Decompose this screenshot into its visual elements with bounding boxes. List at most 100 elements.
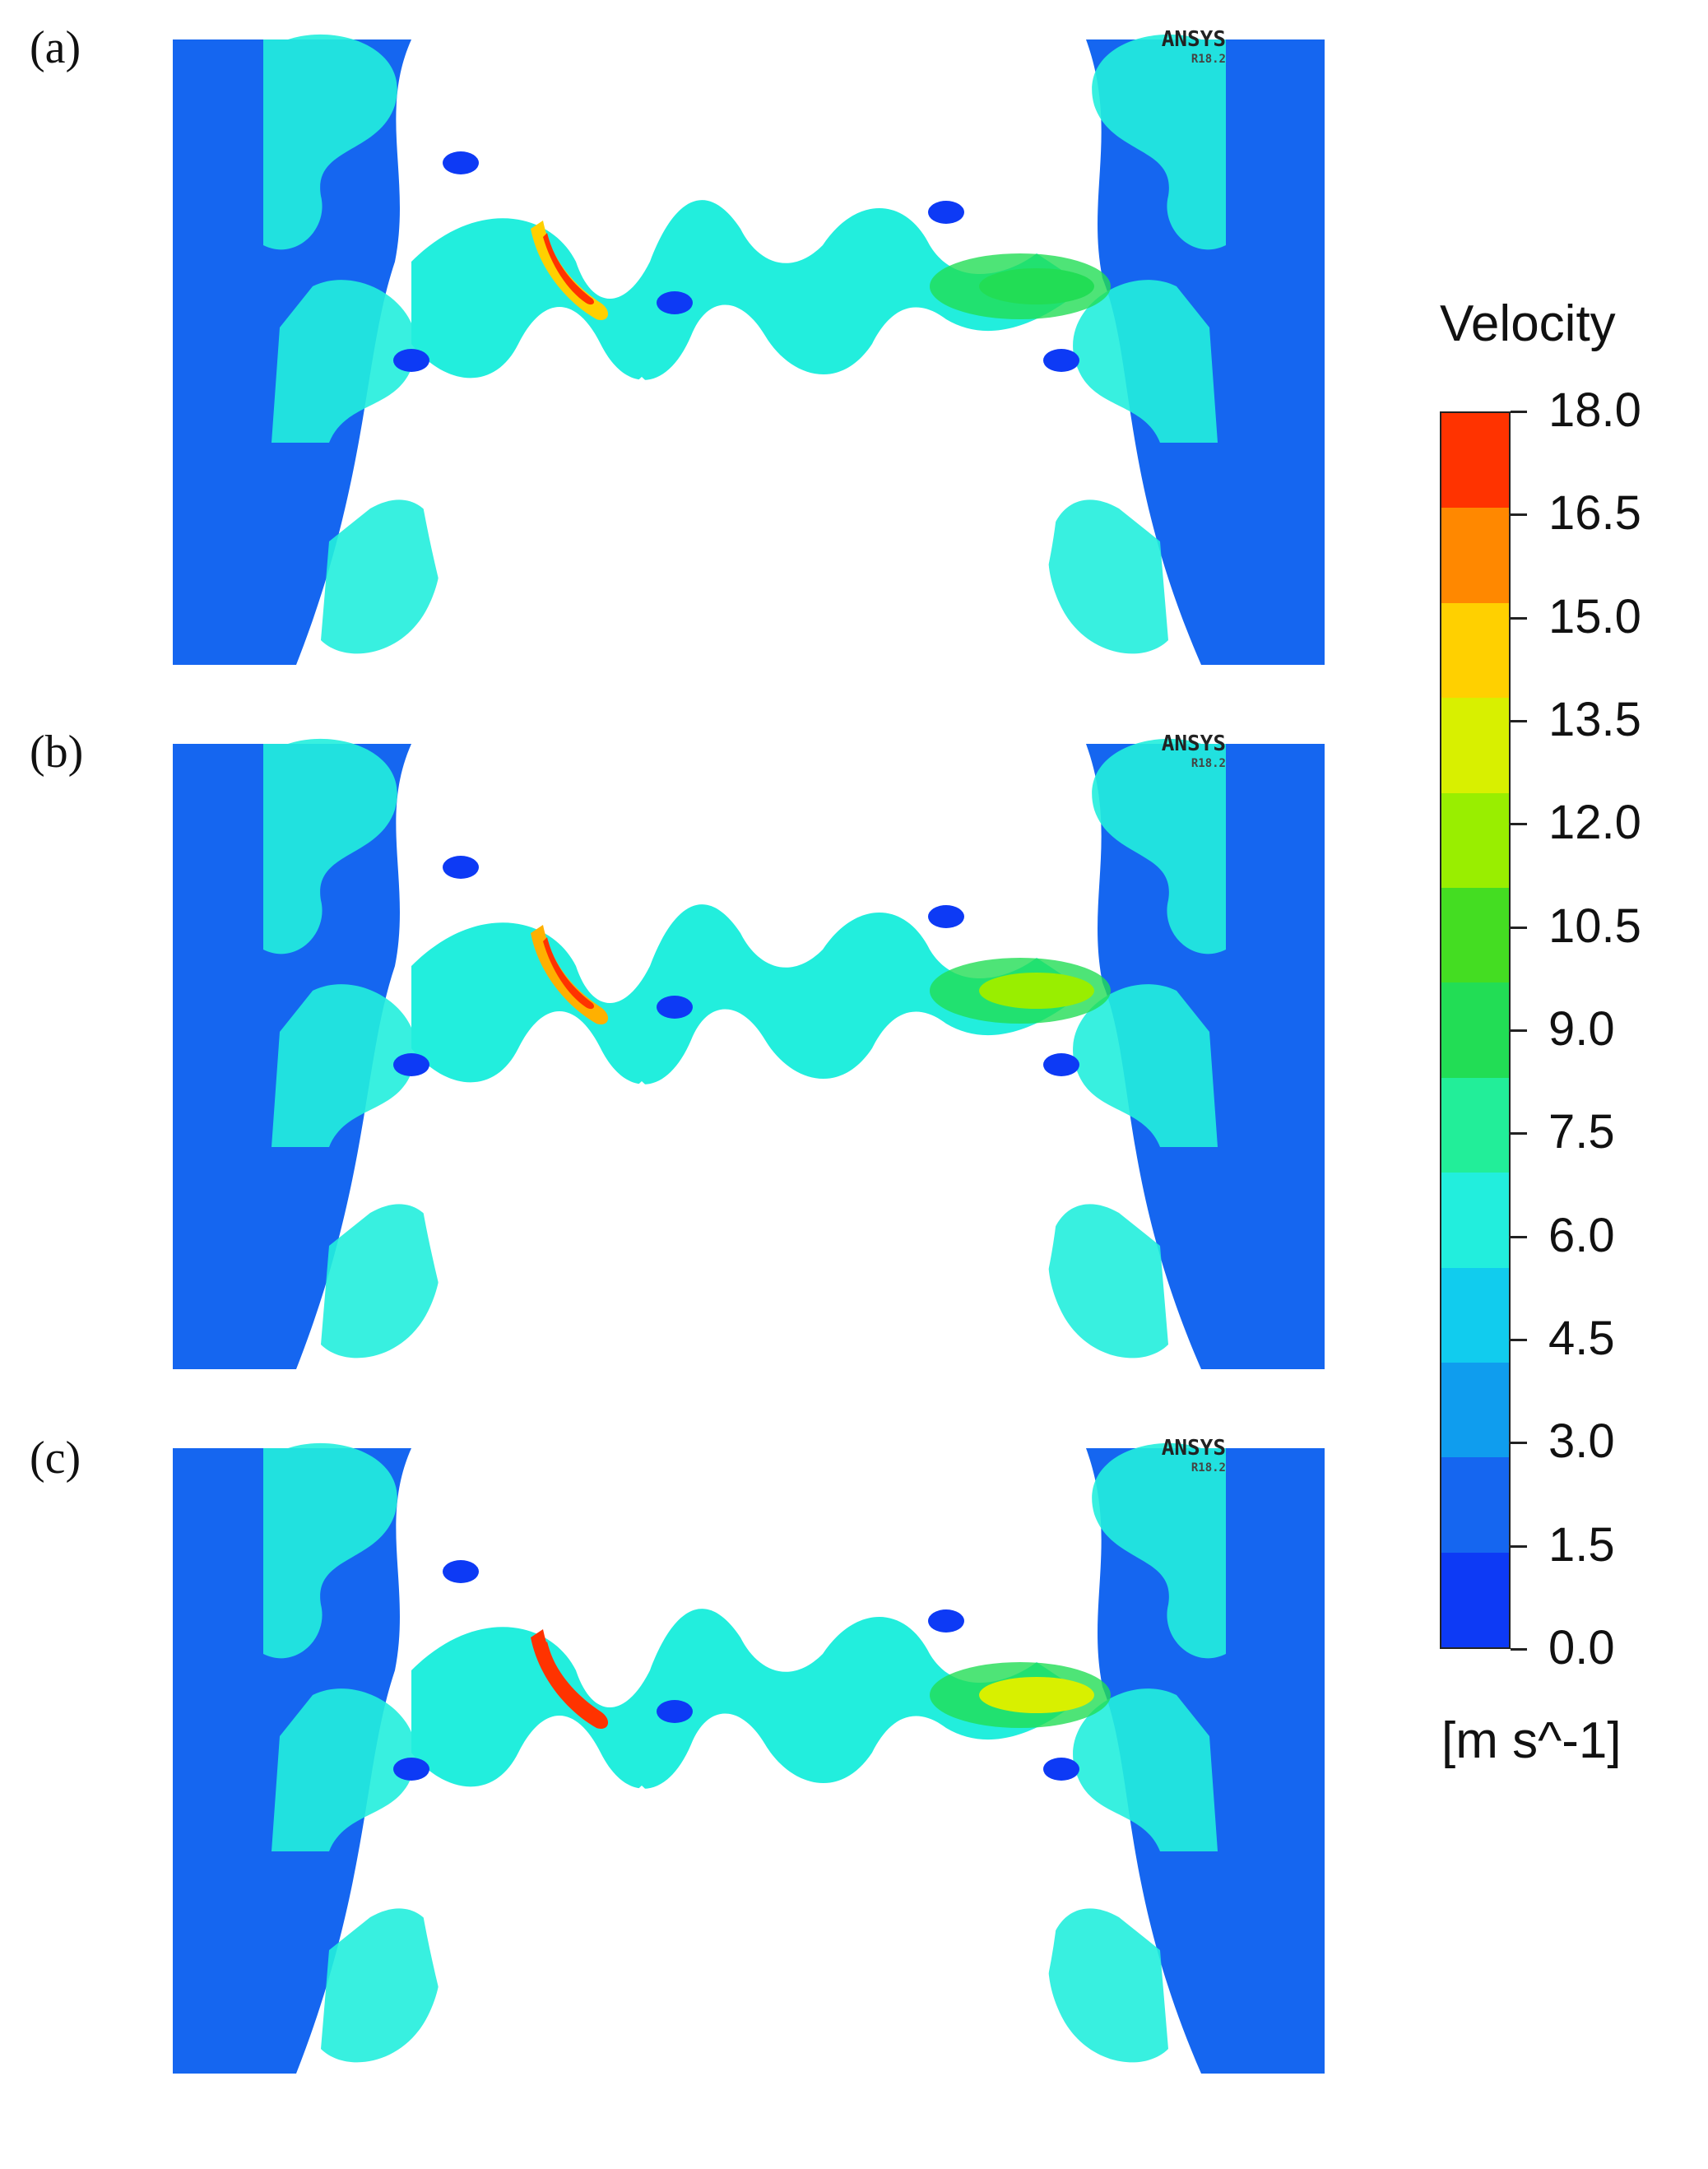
ansys-version: R18.2 (1191, 53, 1226, 66)
legend-segment (1441, 1362, 1509, 1458)
panel-label-a: (a) (30, 22, 81, 73)
legend-tick (1511, 616, 1527, 620)
upper-rotor-body (428, 719, 1061, 884)
lower-rotor-body (411, 369, 1060, 665)
vortex-spot (393, 349, 429, 372)
ansys-version: R18.2 (1191, 1461, 1226, 1475)
vortex-spot (657, 996, 693, 1019)
legend-tick (1511, 1029, 1527, 1032)
tooth-region (321, 1908, 441, 2063)
tooth-region (1048, 1908, 1168, 2063)
legend-segment (1441, 1552, 1509, 1648)
legend-tick-label: 10.5 (1548, 899, 1641, 953)
legend-tick-label: 12.0 (1548, 796, 1641, 850)
vortex-spot (1043, 349, 1079, 372)
tooth-region (1092, 738, 1226, 954)
legend-unit: [m s^-1] (1441, 1712, 1622, 1769)
legend-tick (1511, 823, 1527, 826)
panel-label-b: (b) (30, 727, 84, 778)
vortex-spot (928, 201, 964, 224)
mesh-band (411, 1609, 1086, 1789)
legend-tick-label: 0.0 (1548, 1621, 1615, 1674)
legend-title: Velocity (1440, 295, 1616, 352)
vortex-spot (928, 1609, 964, 1633)
vortex-spot (443, 856, 479, 879)
mesh-band (411, 904, 1086, 1084)
legend-tick (1511, 513, 1527, 517)
peak-velocity-core (543, 233, 595, 305)
panel-label-c: (c) (30, 1433, 81, 1484)
legend-segment (1441, 413, 1509, 509)
legend-segment (1441, 1267, 1509, 1363)
ansys-logo: ANSYS (1162, 1436, 1226, 1461)
legend-colorbar (1440, 411, 1511, 1649)
tooth-region (272, 984, 416, 1147)
jet-core (979, 268, 1094, 304)
tooth-region (1048, 499, 1168, 654)
tooth-region (1048, 1204, 1168, 1359)
legend-segment (1441, 698, 1509, 793)
legend-tick-label: 9.0 (1548, 1002, 1615, 1056)
contour-panel-c: ANSYS R18.2 (165, 1424, 1325, 2074)
legend-tick (1511, 1544, 1527, 1548)
tooth-region (1073, 1688, 1218, 1851)
legend-tick-label: 7.5 (1548, 1105, 1615, 1159)
legend-tick-label: 13.5 (1548, 693, 1641, 746)
legend-tick (1511, 1339, 1527, 1341)
ansys-version: R18.2 (1191, 757, 1226, 770)
tooth-region (272, 280, 416, 443)
tooth-region (272, 1688, 416, 1851)
tooth-region (1073, 984, 1218, 1147)
jet-core (979, 973, 1094, 1009)
tooth-region (263, 738, 397, 954)
ansys-logo: ANSYS (1162, 732, 1226, 756)
legend-tick-label: 1.5 (1548, 1517, 1615, 1572)
contour-panel-a: ANSYS R18.2 (165, 15, 1325, 665)
legend-segment (1441, 1173, 1509, 1268)
lower-rotor-body (411, 1777, 1060, 2074)
legend-segment (1441, 982, 1509, 1078)
legend-segment (1441, 1077, 1509, 1173)
mesh-band (411, 200, 1086, 380)
upper-rotor-body (428, 15, 1061, 179)
legend-tick-label: 15.0 (1548, 589, 1641, 643)
legend-tick (1511, 1648, 1527, 1651)
upper-rotor-body (428, 1424, 1061, 1588)
legend-tick-label: 3.0 (1548, 1414, 1615, 1469)
legend-tick-label: 16.5 (1548, 486, 1641, 541)
peak-velocity-core (543, 937, 595, 1010)
tooth-region (1073, 280, 1218, 443)
tooth-region (1092, 34, 1226, 250)
legend-tick (1511, 411, 1527, 413)
vortex-spot (1043, 1053, 1079, 1076)
legend-segment (1441, 508, 1509, 603)
contour-panel-b: ANSYS R18.2 (165, 719, 1325, 1369)
vortex-spot (443, 1560, 479, 1583)
vortex-spot (657, 1700, 693, 1723)
tooth-region (321, 1204, 441, 1359)
vortex-spot (443, 151, 479, 174)
vortex-spot (657, 291, 693, 314)
legend-tick (1511, 926, 1527, 929)
legend-segment (1441, 602, 1509, 699)
tooth-region (263, 1442, 397, 1659)
legend-tick (1511, 1235, 1527, 1238)
legend-tick-label: 6.0 (1548, 1208, 1615, 1262)
vortex-spot (393, 1053, 429, 1076)
legend-tick (1511, 720, 1527, 722)
legend-tick-label: 18.0 (1548, 383, 1641, 437)
lower-rotor-body (411, 1073, 1060, 1369)
vortex-spot (393, 1758, 429, 1781)
tooth-region (263, 34, 397, 250)
peak-velocity-core (543, 1642, 595, 1714)
vortex-spot (928, 905, 964, 928)
vortex-spot (1043, 1758, 1079, 1781)
legend-segment (1441, 887, 1509, 983)
jet-core (979, 1677, 1094, 1713)
tooth-region (1092, 1442, 1226, 1659)
legend-segment (1441, 1457, 1509, 1553)
ansys-logo: ANSYS (1162, 27, 1226, 52)
